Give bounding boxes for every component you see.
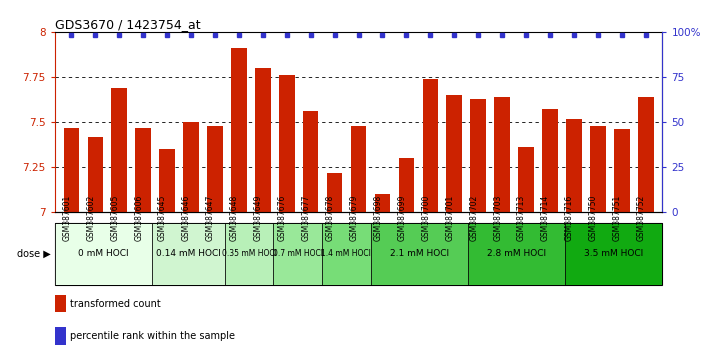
- Text: 2.8 mM HOCl: 2.8 mM HOCl: [487, 250, 546, 258]
- Bar: [422, 79, 438, 212]
- Bar: [590, 126, 606, 212]
- Text: GSM387714: GSM387714: [541, 195, 550, 241]
- Text: GSM387698: GSM387698: [373, 195, 382, 241]
- Bar: [614, 129, 630, 212]
- Bar: [159, 149, 175, 212]
- Bar: [566, 119, 582, 212]
- Bar: [152, 223, 225, 285]
- Text: GSM387676: GSM387676: [278, 194, 287, 241]
- Bar: [303, 111, 318, 212]
- Bar: [55, 223, 152, 285]
- Bar: [468, 223, 565, 285]
- Text: percentile rank within the sample: percentile rank within the sample: [70, 331, 235, 341]
- Bar: [351, 126, 366, 212]
- Bar: [375, 194, 390, 212]
- Text: GSM387649: GSM387649: [254, 194, 263, 241]
- Bar: [279, 75, 295, 212]
- Text: GSM387703: GSM387703: [493, 194, 502, 241]
- Text: GSM387751: GSM387751: [613, 195, 622, 241]
- Text: transformed count: transformed count: [70, 299, 161, 309]
- Bar: [63, 127, 79, 212]
- Bar: [371, 223, 468, 285]
- Text: GSM387716: GSM387716: [565, 195, 574, 241]
- Text: 1.4 mM HOCl: 1.4 mM HOCl: [322, 250, 371, 258]
- Text: 3.5 mM HOCl: 3.5 mM HOCl: [585, 250, 644, 258]
- Text: GSM387601: GSM387601: [63, 195, 71, 241]
- Text: GSM387750: GSM387750: [589, 194, 598, 241]
- Bar: [638, 97, 654, 212]
- Bar: [111, 88, 127, 212]
- Text: GSM387752: GSM387752: [637, 195, 646, 241]
- Bar: [565, 223, 662, 285]
- Text: GSM387605: GSM387605: [110, 194, 119, 241]
- Text: dose ▶: dose ▶: [17, 249, 51, 259]
- Bar: [446, 95, 462, 212]
- Bar: [55, 327, 66, 345]
- Text: 0 mM HOCl: 0 mM HOCl: [78, 250, 129, 258]
- Bar: [87, 137, 103, 212]
- Bar: [518, 147, 534, 212]
- Text: GSM387677: GSM387677: [301, 194, 311, 241]
- Text: 2.1 mM HOCl: 2.1 mM HOCl: [389, 250, 449, 258]
- Text: GSM387700: GSM387700: [422, 194, 430, 241]
- Bar: [225, 223, 274, 285]
- Text: GSM387678: GSM387678: [325, 195, 335, 241]
- Bar: [183, 122, 199, 212]
- Text: GSM387648: GSM387648: [230, 195, 239, 241]
- Text: GSM387702: GSM387702: [470, 195, 478, 241]
- Text: GSM387602: GSM387602: [87, 195, 95, 241]
- Bar: [55, 295, 66, 313]
- Bar: [274, 223, 322, 285]
- Text: GSM387647: GSM387647: [206, 194, 215, 241]
- Text: GSM387679: GSM387679: [349, 194, 359, 241]
- Text: GSM387645: GSM387645: [158, 194, 167, 241]
- Bar: [327, 173, 342, 212]
- Text: GSM387606: GSM387606: [134, 194, 143, 241]
- Text: 0.14 mM HOCl: 0.14 mM HOCl: [156, 250, 221, 258]
- Bar: [322, 223, 371, 285]
- Text: GSM387713: GSM387713: [517, 195, 526, 241]
- Bar: [207, 126, 223, 212]
- Bar: [470, 99, 486, 212]
- Bar: [135, 127, 151, 212]
- Bar: [231, 48, 247, 212]
- Text: GSM387699: GSM387699: [397, 194, 406, 241]
- Text: 0.7 mM HOCl: 0.7 mM HOCl: [273, 250, 323, 258]
- Bar: [494, 97, 510, 212]
- Text: GDS3670 / 1423754_at: GDS3670 / 1423754_at: [55, 18, 200, 31]
- Text: 0.35 mM HOCl: 0.35 mM HOCl: [222, 250, 277, 258]
- Text: GSM387646: GSM387646: [182, 194, 191, 241]
- Bar: [399, 158, 414, 212]
- Bar: [255, 68, 271, 212]
- Text: GSM387701: GSM387701: [446, 195, 454, 241]
- Bar: [542, 109, 558, 212]
